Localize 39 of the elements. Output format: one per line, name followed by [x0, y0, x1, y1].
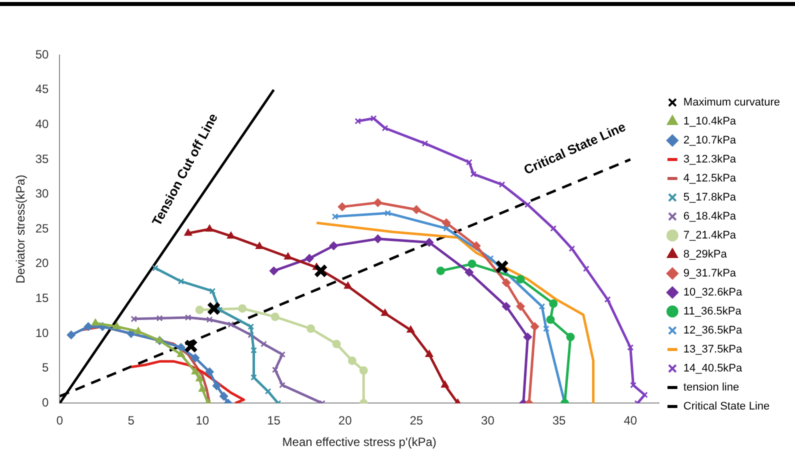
legend-label: tension line: [683, 382, 740, 394]
y-tick-label: 5: [42, 360, 50, 375]
y-tick-label: 35: [35, 152, 50, 166]
legend-label: 8_29kPa: [683, 248, 728, 261]
y-tick-label: 45: [35, 82, 50, 96]
y-tick-label: 30: [35, 186, 50, 201]
legend-label: 5_17.8kPa: [683, 192, 737, 204]
y-axis-title: Deviator stress(kPa): [14, 174, 28, 284]
y-tick-label: 15: [35, 291, 50, 306]
y-tick-label: 0: [42, 396, 50, 410]
legend-label: 14_40.5kPa: [683, 362, 744, 375]
legend-label: Critical State Line: [683, 400, 770, 413]
legend-label: 3_12.3kPa: [683, 154, 737, 166]
x-tick-label: 20: [338, 414, 352, 428]
y-tick-label: 25: [35, 221, 50, 236]
x-tick-label: 40: [624, 414, 638, 428]
y-tick-label: 10: [35, 326, 50, 340]
y-tick-label: 40: [35, 116, 50, 131]
legend-label: 4_12.5kPa: [683, 172, 737, 185]
x-tick-label: 10: [196, 414, 210, 428]
legend-label: 6_18.4kPa: [683, 210, 737, 223]
legend-label: 7_21.4kPa: [683, 230, 737, 242]
legend-label: 12_36.5kPa: [683, 324, 744, 337]
x-tick-label: 25: [410, 414, 424, 428]
legend-label: Maximum curvature: [683, 96, 780, 109]
y-tick-label: 50: [35, 47, 50, 62]
legend-label: 1_10.4kPa: [683, 116, 737, 128]
legend-label: 13_37.5kPa: [683, 344, 744, 356]
legend-label: 9_31.7kPa: [683, 268, 737, 280]
y-tick-label: 20: [35, 256, 50, 270]
legend-label: 11_36.5kPa: [683, 306, 742, 318]
x-tick-label: 15: [267, 414, 281, 428]
x-tick-label: 30: [481, 414, 495, 428]
x-tick-label: 5: [128, 414, 135, 428]
x-tick-label: 35: [552, 414, 566, 428]
legend-label: 10_32.6kPa: [683, 286, 744, 299]
x-axis-title: Mean effective stress p'(kPa): [282, 435, 436, 450]
legend-label: 2_10.7kPa: [683, 134, 737, 147]
x-tick-label: 0: [56, 414, 64, 428]
